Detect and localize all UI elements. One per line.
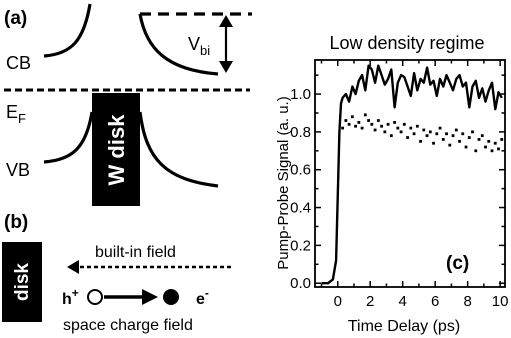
series-point-dotted [367, 119, 370, 122]
series-point-dotted [389, 134, 393, 138]
x-axis-label: Time Delay (ps) [348, 318, 460, 335]
hole-circle-icon [87, 289, 103, 305]
series-point-dotted [448, 143, 452, 147]
ef-label: EF [6, 102, 26, 126]
space-charge-field-label: space charge field [63, 317, 193, 334]
y-tick-label: 0.6 [290, 162, 311, 179]
y-tick-label: 1.0 [290, 86, 311, 103]
pump-probe-chart: Low density regime Pump-Probe Signal (a.… [275, 33, 508, 335]
series-point-dotted [490, 149, 494, 153]
series-point-dotted [415, 124, 419, 128]
series-point-dotted [467, 136, 471, 139]
series-point-dotted [354, 124, 357, 128]
x-tick-label: 4 [399, 293, 407, 310]
series-point-dotted [500, 138, 504, 141]
cb-label: CB [6, 53, 31, 73]
panel-c-label: (c) [446, 253, 469, 274]
series-point-dotted [357, 121, 361, 124]
plot-frame [314, 59, 506, 288]
series-point-dotted [480, 134, 484, 138]
series-point-dotted [487, 139, 491, 143]
series-point-dotted [412, 132, 416, 136]
panel-b: (b) disk built-in field h+ e- space char… [2, 212, 232, 334]
y-axis-label: Pump-Probe Signal (a. u.) [275, 96, 292, 269]
series-point-dotted [425, 134, 429, 138]
vbi-arrow-down-icon [219, 61, 233, 73]
series-point-dotted [441, 138, 445, 141]
vb-curve-left [43, 111, 94, 164]
w-disk-block [92, 93, 140, 206]
series-point-dotted [376, 119, 380, 122]
series-point-dotted [360, 126, 364, 130]
chart-axes: 0 2 4 6 8 10 0.0 0.2 0.4 0.6 0.8 1.0 [290, 59, 509, 310]
series-point-dotted [373, 128, 377, 132]
series-point-dotted [474, 149, 478, 153]
y-tick-label: 0.0 [290, 275, 311, 292]
hole-label: h+ [62, 286, 79, 308]
series-point-dotted [396, 126, 400, 130]
series-point-dotted [409, 126, 413, 130]
series-point-dotted [419, 139, 422, 143]
series-point-dotted [393, 121, 396, 124]
vb-label: VB [6, 160, 30, 180]
cb-curve-left [43, 3, 92, 58]
series-point-dotted [477, 138, 481, 141]
chart-series [321, 64, 504, 285]
series-point-dotted [461, 132, 465, 136]
series-point-dotted [471, 130, 474, 134]
series-point-dotted [386, 122, 390, 126]
x-tick-label: 6 [431, 293, 439, 310]
series-point-dotted [380, 124, 383, 128]
y-tick-label: 0.2 [290, 237, 311, 254]
y-tick-label: 0.4 [290, 200, 311, 217]
panel-b-label: (b) [4, 212, 28, 233]
x-tick-label: 0 [334, 293, 342, 310]
series-point-dotted [406, 136, 409, 139]
panel-a: (a) CB EF VB W disk Vbi [4, 3, 252, 206]
disk-label: disk [12, 263, 33, 301]
series-point-dotted [484, 145, 487, 149]
builtin-field-label: built-in field [95, 244, 176, 261]
series-point-dotted [464, 145, 468, 149]
series-point-dotted [445, 132, 448, 136]
space-charge-arrowhead-icon [142, 289, 158, 305]
series-point-dotted [451, 134, 455, 138]
series-point-dotted [363, 113, 367, 117]
electron-circle-icon [163, 289, 179, 305]
panel-a-label: (a) [4, 8, 27, 29]
vbi-label: Vbi [188, 34, 210, 58]
series-point-dotted [458, 139, 461, 143]
disk-block [2, 242, 42, 322]
series-point-dotted [344, 119, 348, 122]
series-point-dotted [428, 130, 432, 134]
series-point-dotted [422, 128, 426, 132]
vb-curve-right [138, 111, 219, 188]
cb-curve-right [138, 13, 219, 76]
w-disk-label: W disk [104, 114, 129, 186]
x-tick-label: 2 [366, 293, 374, 310]
series-point-dotted [438, 126, 442, 130]
electron-label: e- [196, 286, 209, 308]
series-point-dotted [347, 122, 351, 126]
series-point-dotted [497, 147, 500, 151]
x-tick-label: 8 [463, 293, 471, 310]
series-point-dotted [454, 128, 458, 132]
x-tick-label: 10 [492, 293, 509, 310]
series-point-dotted [350, 115, 354, 119]
series-point-dotted [402, 122, 406, 126]
series-line-solid [321, 64, 503, 285]
series-point-dotted [341, 126, 345, 130]
chart-title: Low density regime [329, 33, 484, 53]
builtin-field-arrowhead-icon [67, 260, 79, 274]
y-tick-label: 0.8 [290, 124, 311, 141]
series-point-dotted [432, 141, 435, 145]
series-point-dotted [383, 130, 387, 134]
series-point-dotted [435, 132, 439, 136]
series-point-dotted [399, 130, 403, 134]
series-point-dotted [370, 122, 374, 126]
vbi-arrow-up-icon [219, 15, 233, 27]
series-point-dotted [493, 141, 497, 145]
